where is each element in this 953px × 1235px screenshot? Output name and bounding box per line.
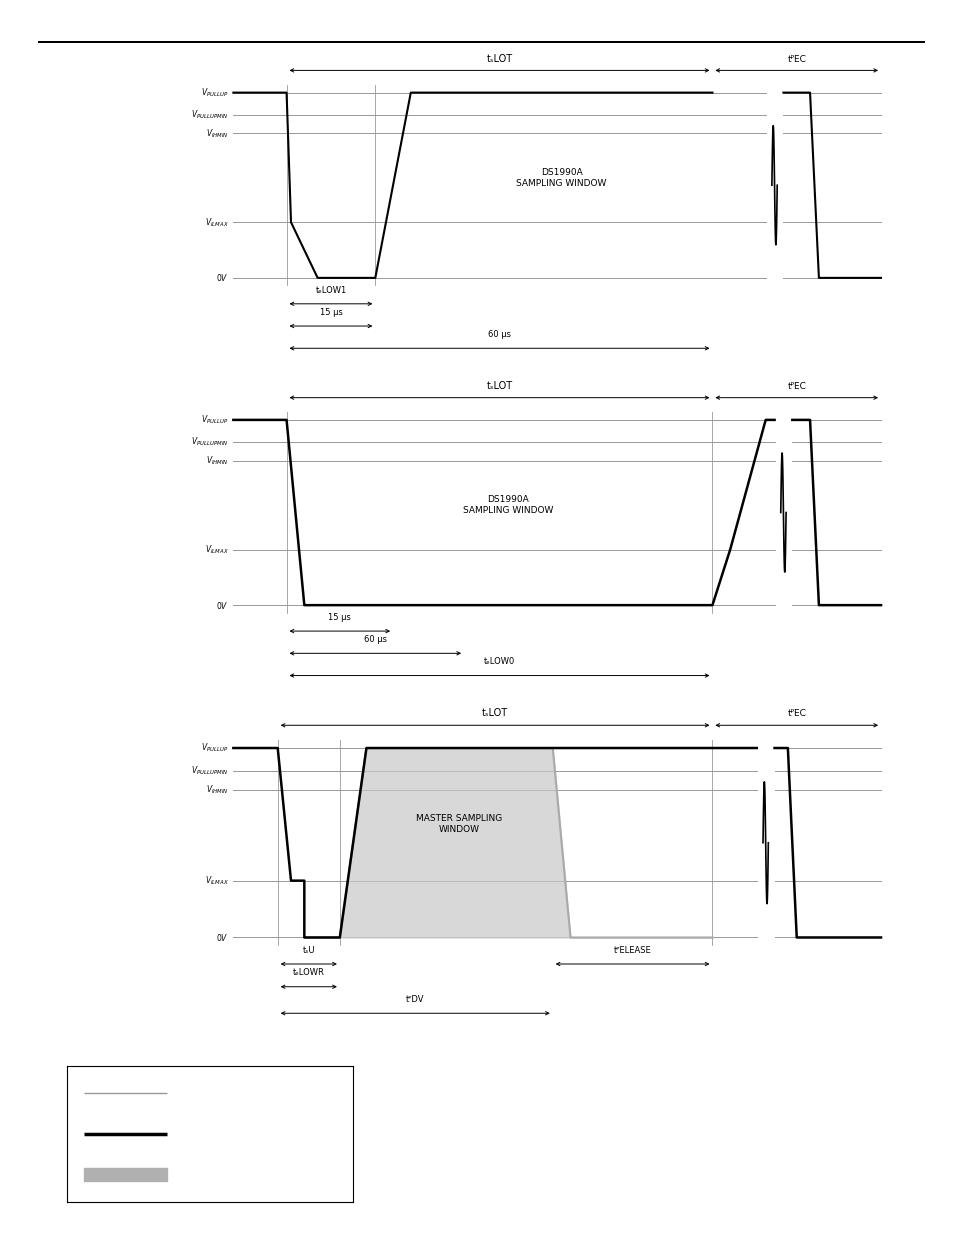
Text: tₛLOT: tₛLOT [481, 709, 508, 719]
Text: tₑLOW1: tₑLOW1 [315, 285, 346, 295]
Text: MASTER SAMPLING
WINDOW: MASTER SAMPLING WINDOW [416, 814, 502, 834]
Text: $V_{IH MIN}$: $V_{IH MIN}$ [206, 127, 229, 140]
Text: $V_{PULLUP MIN}$: $V_{PULLUP MIN}$ [192, 109, 229, 121]
Text: $V_{PULLUP MIN}$: $V_{PULLUP MIN}$ [192, 764, 229, 777]
Text: tᴾEC: tᴾEC [786, 382, 805, 391]
Text: tₑLOW0: tₑLOW0 [483, 657, 515, 667]
Text: $V_{IL MAX}$: $V_{IL MAX}$ [205, 874, 229, 887]
Text: 15 μs: 15 μs [319, 308, 342, 317]
Text: $V_{PULLUP}$: $V_{PULLUP}$ [201, 742, 229, 755]
Text: tᴾDV: tᴾDV [406, 994, 424, 1004]
Text: $V_{IH MIN}$: $V_{IH MIN}$ [206, 783, 229, 795]
Text: tᴾEC: tᴾEC [786, 709, 805, 719]
Text: 60 μs: 60 μs [488, 330, 511, 338]
Text: DS1990A
SAMPLING WINDOW: DS1990A SAMPLING WINDOW [463, 495, 553, 515]
Text: tₛU: tₛU [302, 946, 314, 955]
Text: 60 μs: 60 μs [363, 635, 386, 645]
Text: tₑLOWR: tₑLOWR [293, 968, 324, 977]
Text: $V_{IL MAX}$: $V_{IL MAX}$ [205, 216, 229, 228]
Text: $0V$: $0V$ [216, 273, 229, 283]
Text: 15 μs: 15 μs [328, 613, 351, 622]
Text: tᴾEC: tᴾEC [786, 54, 805, 64]
Text: $V_{IL MAX}$: $V_{IL MAX}$ [205, 543, 229, 556]
Text: tᴾELEASE: tᴾELEASE [613, 946, 651, 955]
Text: tₛLOT: tₛLOT [486, 54, 512, 64]
Text: $V_{PULLUP}$: $V_{PULLUP}$ [201, 414, 229, 426]
Text: DS1990A
SAMPLING WINDOW: DS1990A SAMPLING WINDOW [516, 168, 606, 188]
Text: $0V$: $0V$ [216, 600, 229, 610]
Text: tₛLOT: tₛLOT [486, 382, 512, 391]
Text: $V_{PULLUP MIN}$: $V_{PULLUP MIN}$ [192, 436, 229, 448]
Text: $V_{IH MIN}$: $V_{IH MIN}$ [206, 454, 229, 467]
Text: $V_{PULLUP}$: $V_{PULLUP}$ [201, 86, 229, 99]
Text: $0V$: $0V$ [216, 932, 229, 944]
